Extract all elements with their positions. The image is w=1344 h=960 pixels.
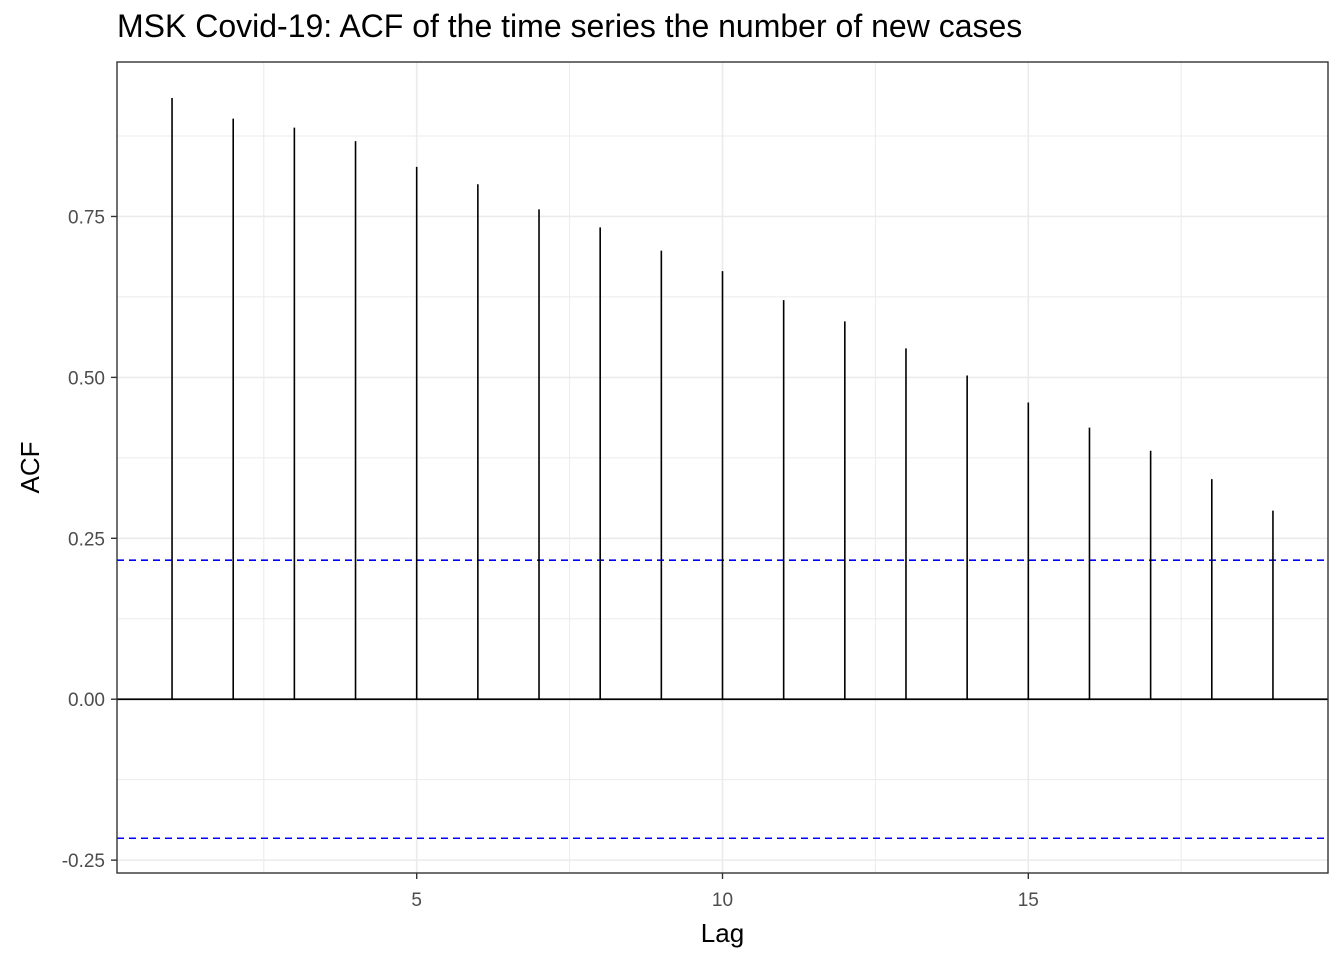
chart-title: MSK Covid-19: ACF of the time series the… <box>117 8 1023 44</box>
y-tick-label: 0.00 <box>68 690 105 711</box>
x-tick-label: 5 <box>411 890 422 911</box>
y-axis: -0.25 0.00 0.25 0.50 0.75 <box>62 207 117 872</box>
x-axis: 5 10 15 <box>411 873 1039 911</box>
y-tick-label: 0.75 <box>68 207 105 228</box>
y-axis-label: ACF <box>15 442 45 494</box>
y-tick-label: -0.25 <box>62 851 105 872</box>
acf-bars <box>171 98 1274 700</box>
y-tick-label: 0.25 <box>68 529 105 550</box>
x-tick-label: 15 <box>1018 890 1039 911</box>
x-tick-label: 10 <box>712 890 733 911</box>
y-tick-label: 0.50 <box>68 368 105 389</box>
x-axis-label: Lag <box>701 918 744 948</box>
